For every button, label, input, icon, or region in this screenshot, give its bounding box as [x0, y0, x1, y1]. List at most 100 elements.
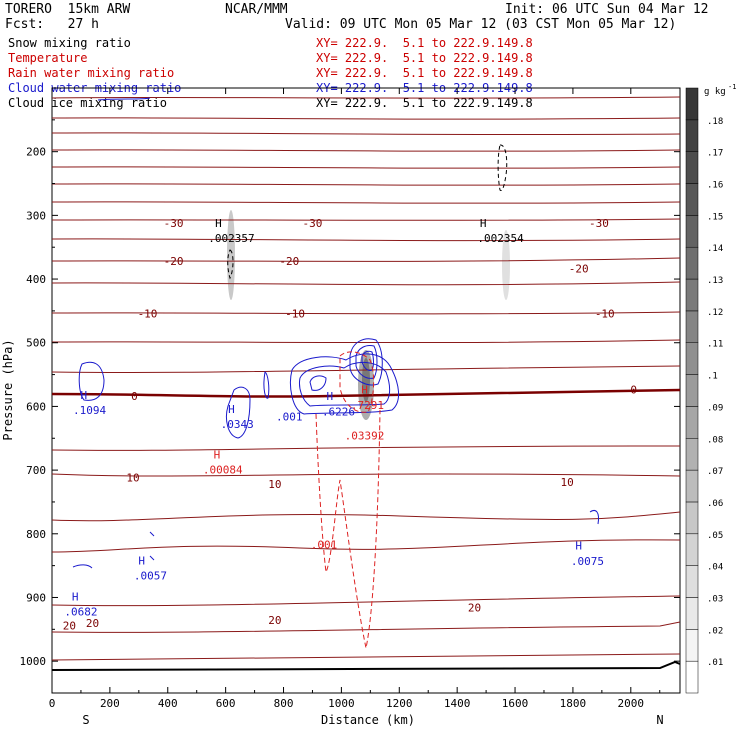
temperature-label: 10 — [126, 472, 139, 485]
temperature-label: -10 — [595, 307, 615, 320]
colorbar-swatch — [685, 87, 699, 121]
x-tick-label: 2000 — [618, 697, 645, 710]
y-tick-label: 600 — [26, 400, 46, 413]
cloud-water-label: .1094 — [73, 404, 106, 417]
cloud-ice-loop-1560km — [497, 144, 508, 191]
temperature-label: 10 — [561, 476, 574, 489]
colorbar-label: .02 — [707, 626, 723, 636]
rain-water-core — [339, 351, 375, 413]
cloud-water-label: .0682 — [64, 605, 97, 618]
snow-core-inner — [362, 358, 370, 402]
temperature-label: -30 — [303, 217, 323, 230]
cloud-ice-label: H — [480, 217, 487, 230]
y-tick-label: 200 — [26, 146, 46, 159]
x-tick-label: 1600 — [502, 697, 529, 710]
snow-column-600km — [227, 210, 235, 300]
model-title: TORERO 15km ARW — [5, 2, 131, 17]
temperature-labels: -30 -30 -30 -20 -20 -20 -10 -10 -10 0 0 10 10 10 20 20 2… — [63, 217, 637, 632]
south-label: S — [82, 713, 89, 727]
cloud-ice-loop-600km — [227, 249, 234, 280]
isotherm-line — [51, 149, 681, 152]
cloud-ice-label: .002357 — [208, 232, 254, 245]
temperature-label: -20 — [164, 255, 184, 268]
cloud-water-label: H — [327, 390, 334, 403]
isotherm-line — [51, 132, 681, 136]
x-tick-label: 0 — [49, 697, 56, 710]
terrain-line — [51, 660, 681, 671]
legend-cloud-ice-xy: XY= 222.9. 5.1 to 222.9.149.8 — [316, 96, 533, 110]
cloud-water-label: H — [575, 540, 582, 553]
cloud-water-cell-main-outer — [290, 353, 399, 415]
cloud-water-label: .6226 — [322, 405, 355, 418]
legend-rain-name: Rain water mixing ratio — [8, 66, 175, 80]
legend-cloud-ice-name: Cloud ice mixing ratio — [8, 96, 167, 110]
legend-snow-xy: XY= 222.9. 5.1 to 222.9.149.8 — [316, 36, 533, 50]
colorbar-unit: g kg — [704, 87, 726, 97]
init-time: Init: 06 UTC Sun 04 Mar 12 — [505, 2, 709, 17]
colorbar-label: .13 — [707, 276, 723, 286]
isotherm-line — [51, 201, 681, 204]
colorbar-swatch — [685, 438, 699, 471]
isotherm-line — [51, 539, 681, 553]
cloud-water-core-2 — [355, 345, 378, 379]
colorbar-label: .1 — [707, 372, 718, 382]
temperature-label: 10 — [268, 478, 281, 491]
isotherm-line — [51, 96, 681, 99]
colorbar-label: .06 — [707, 499, 723, 509]
colorbar-label: .04 — [707, 563, 723, 573]
isotherm-line — [51, 238, 681, 242]
colorbar-swatch — [685, 406, 699, 439]
legend-rain-xy: XY= 222.9. 5.1 to 222.9.149.8 — [316, 66, 533, 80]
isotherm-line — [51, 621, 681, 633]
cloud-ice-contours — [227, 144, 508, 280]
forecast-hour: Fcst: 27 h — [5, 17, 99, 32]
x-tick-label: 1000 — [328, 697, 355, 710]
rain-water-label: .7291 — [351, 399, 384, 412]
distance-axis: 0 200 400 600 800 1000 1200 1400 1600 1800 2000 — [49, 88, 661, 710]
temperature-label: -20 — [569, 263, 589, 276]
x-tick-label: 400 — [158, 697, 178, 710]
cloud-water-label: H — [72, 591, 79, 604]
y-tick-label: 1000 — [20, 655, 47, 668]
colorbar-label: .17 — [707, 149, 723, 159]
colorbar-label: .08 — [707, 435, 723, 445]
org-label: NCAR/MMM — [225, 2, 288, 17]
colorbar-swatch — [685, 565, 699, 598]
colorbar: .01 .02 .03 .04 .05 .06 .07 .08 .09 .1 .11 .12 .13 .1… — [685, 87, 723, 694]
cloud-water-arc-ne — [589, 510, 599, 525]
isotherm-line — [51, 281, 681, 286]
freezing-level-line — [51, 388, 681, 398]
colorbar-swatch — [685, 310, 699, 343]
temperature-label: 20 — [86, 617, 99, 630]
rain-water-label: .00084 — [203, 463, 243, 476]
colorbar-swatch — [685, 660, 699, 694]
legend-temperature-name: Temperature — [8, 51, 88, 65]
cloud-water-small-loop — [309, 375, 327, 391]
cloud-water-core-1 — [349, 338, 383, 386]
cloud-water-cell-main-mid — [299, 362, 391, 407]
cloud-water-tick — [149, 555, 155, 561]
y-tick-label: 700 — [26, 464, 46, 477]
colorbar-swatch — [685, 246, 699, 280]
colorbar-label: .07 — [707, 467, 723, 477]
isotherm-line — [51, 511, 681, 522]
snow-column-1560km — [502, 230, 510, 300]
cloud-water-core-3 — [361, 350, 374, 371]
isotherm-line — [51, 311, 681, 315]
colorbar-label: .15 — [707, 212, 723, 222]
cloud-water-arc-top — [97, 97, 151, 101]
colorbar-swatch — [685, 278, 699, 312]
cloud-water-cell-650km — [225, 386, 251, 439]
x-tick-label: 200 — [100, 697, 120, 710]
colorbar-swatch — [685, 597, 699, 630]
temperature-label: 20 — [468, 601, 481, 614]
colorbar-swatch — [685, 501, 699, 535]
colorbar-label: .03 — [707, 594, 723, 604]
cloud-water-tick — [149, 531, 155, 537]
temperature-contours — [51, 96, 681, 661]
temperature-label: 0 — [131, 390, 138, 403]
x-tick-label: 1400 — [444, 697, 471, 710]
